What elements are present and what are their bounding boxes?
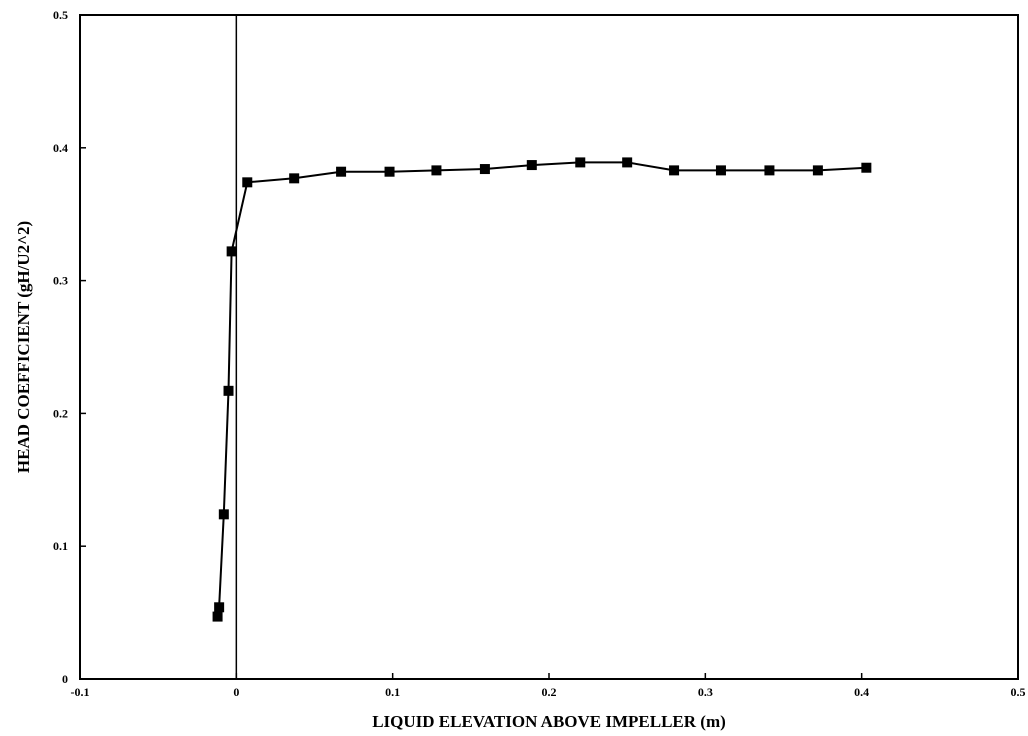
series-markers xyxy=(212,157,872,622)
x-tick-label: 0.1 xyxy=(385,685,400,699)
data-point-marker xyxy=(223,385,234,396)
data-point-marker xyxy=(242,177,253,188)
data-point-marker xyxy=(218,509,229,520)
data-point-marker xyxy=(861,162,872,173)
data-point-marker xyxy=(289,173,300,184)
data-point-marker xyxy=(715,165,726,176)
data-point-marker xyxy=(526,160,537,171)
data-point-marker xyxy=(384,166,395,177)
data-point-marker xyxy=(431,165,442,176)
x-axis-label: LIQUID ELEVATION ABOVE IMPELLER (m) xyxy=(372,712,726,731)
data-point-marker xyxy=(812,165,823,176)
data-point-marker xyxy=(226,246,237,257)
x-tick-label: 0.2 xyxy=(542,685,557,699)
data-point-marker xyxy=(479,164,490,175)
y-tick-label: 0.4 xyxy=(53,141,68,155)
y-tick-label: 0.2 xyxy=(53,406,68,420)
x-tick-label: 0 xyxy=(233,685,239,699)
x-tick-label: 0.3 xyxy=(698,685,713,699)
x-tick-label: 0.5 xyxy=(1011,685,1026,699)
data-point-marker xyxy=(214,602,225,613)
y-tick-label: 0.5 xyxy=(53,8,68,22)
data-point-marker xyxy=(669,165,680,176)
y-tick-label: 0.3 xyxy=(53,274,68,288)
data-point-marker xyxy=(336,166,347,177)
data-point-marker xyxy=(575,157,586,168)
x-tick-label: 0.4 xyxy=(854,685,869,699)
y-axis-label: HEAD COEFFICIENT (gH/U2^2) xyxy=(14,221,33,473)
data-point-marker xyxy=(764,165,775,176)
y-tick-label: 0.1 xyxy=(53,539,68,553)
x-tick-label: -0.1 xyxy=(71,685,90,699)
data-point-marker xyxy=(212,611,223,622)
y-tick-label: 0 xyxy=(62,672,68,686)
series-line xyxy=(216,161,867,617)
x-axis-ticks: -0.1 0 0.1 0.2 0.3 0.4 0.5 xyxy=(71,673,1026,699)
y-axis-ticks: 0 0.1 0.2 0.3 0.4 0.5 xyxy=(53,8,86,686)
data-point-marker xyxy=(622,157,633,168)
